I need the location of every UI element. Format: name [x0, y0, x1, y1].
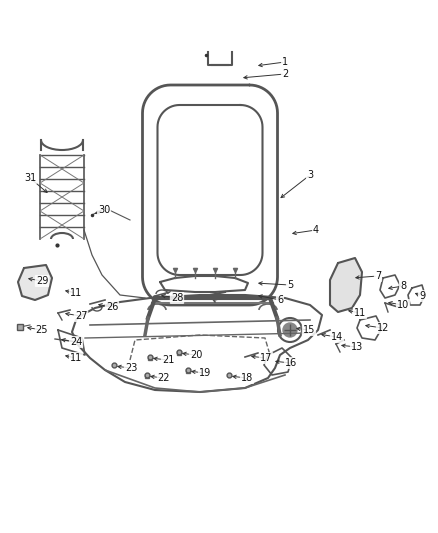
Text: 4: 4	[313, 225, 319, 235]
Text: 9: 9	[419, 291, 425, 301]
Text: 30: 30	[98, 205, 110, 215]
Text: 12: 12	[377, 323, 389, 333]
Text: 3: 3	[307, 170, 313, 180]
Text: 25: 25	[36, 325, 48, 335]
Text: 11: 11	[354, 308, 366, 318]
Text: 20: 20	[190, 350, 202, 360]
Polygon shape	[330, 258, 362, 312]
Text: 10: 10	[397, 300, 409, 310]
Text: 17: 17	[260, 353, 272, 363]
Text: 26: 26	[106, 302, 118, 312]
Polygon shape	[18, 265, 52, 300]
Text: 16: 16	[285, 358, 297, 368]
Text: 24: 24	[70, 337, 82, 347]
Text: 27: 27	[75, 311, 87, 321]
Text: 28: 28	[171, 293, 183, 303]
Text: 13: 13	[351, 342, 363, 352]
Text: 11: 11	[70, 288, 82, 298]
Text: 5: 5	[287, 280, 293, 290]
Text: 1: 1	[282, 57, 288, 67]
Text: 18: 18	[241, 373, 253, 383]
Text: 19: 19	[199, 368, 211, 378]
Text: 8: 8	[400, 281, 406, 291]
Text: 22: 22	[158, 373, 170, 383]
Text: 23: 23	[125, 363, 137, 373]
Text: 6: 6	[277, 295, 283, 305]
Text: 11: 11	[70, 353, 82, 363]
Text: 7: 7	[375, 271, 381, 281]
Text: 29: 29	[36, 276, 48, 286]
Text: 31: 31	[24, 173, 36, 183]
Text: 21: 21	[162, 355, 174, 365]
Text: 2: 2	[282, 69, 288, 79]
Circle shape	[283, 323, 297, 337]
Text: 14: 14	[331, 332, 343, 342]
Text: 15: 15	[303, 325, 315, 335]
